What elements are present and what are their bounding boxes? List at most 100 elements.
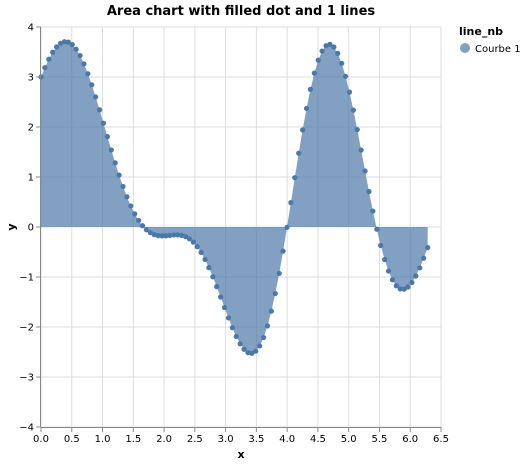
data-point (210, 274, 216, 280)
x-tick-label: 1.0 (95, 434, 111, 445)
data-point (182, 234, 189, 240)
y-tick-label: 4 (28, 23, 34, 34)
data-point (327, 41, 333, 48)
data-point (139, 223, 146, 229)
legend: line_nb Courbe 1 (459, 25, 521, 55)
y-tick-label: 3 (28, 73, 34, 84)
x-tick-label: 3.5 (248, 434, 264, 445)
data-point (100, 120, 107, 126)
data-point (190, 239, 196, 245)
x-tick-label: 5.5 (372, 434, 388, 445)
data-point (331, 44, 337, 50)
data-point (268, 308, 274, 314)
data-point (61, 39, 68, 45)
axes: 0.0 0.5 1.0 1.5 2.0 2.5 3.0 3.5 4.0 4.5 5.0 5.5 6.0 6… (19, 23, 449, 446)
data-point (159, 233, 165, 239)
area-fill (41, 41, 428, 354)
data-point (57, 40, 64, 46)
data-point (342, 73, 349, 79)
data-point (69, 42, 75, 48)
data-point (50, 49, 56, 55)
x-tick-label: 5.0 (341, 434, 357, 445)
data-point (96, 107, 103, 113)
data-point (147, 230, 153, 236)
data-point (218, 294, 224, 300)
data-point (186, 236, 192, 242)
chart-title: Area chart with filled dot and 1 lines (107, 4, 376, 19)
data-point (350, 107, 356, 113)
data-point (155, 233, 161, 239)
data-point (389, 277, 396, 283)
data-point (288, 200, 294, 206)
data-point (151, 232, 157, 238)
data-point (393, 283, 399, 289)
data-point (382, 256, 388, 263)
data-point (378, 242, 384, 249)
data-point (206, 265, 212, 271)
y-axis-title: y (5, 223, 18, 230)
data-point (124, 194, 130, 200)
data-point (46, 56, 52, 62)
x-tick-label: 3.0 (218, 434, 234, 445)
data-point (319, 48, 325, 54)
data-point (73, 46, 79, 52)
data-point (143, 227, 150, 233)
data-point (93, 94, 99, 100)
legend-symbol (460, 43, 470, 53)
data-point (65, 39, 71, 45)
data-point (167, 232, 173, 238)
data-point (108, 147, 114, 153)
data-point (346, 89, 353, 95)
data-point (284, 224, 290, 230)
data-point (54, 44, 60, 50)
data-point (374, 226, 380, 232)
data-point (221, 304, 228, 311)
data-point (296, 150, 302, 156)
data-point (292, 175, 298, 181)
data-point (354, 127, 360, 133)
data-point (136, 217, 142, 224)
data-point (413, 273, 419, 279)
data-point (194, 244, 200, 250)
data-point (171, 232, 177, 238)
data-point (214, 284, 220, 290)
data-point (241, 346, 247, 352)
x-axis-title: x (237, 448, 244, 461)
points-layer (38, 39, 431, 356)
data-point (253, 348, 259, 354)
data-point (77, 53, 83, 59)
data-point (249, 350, 255, 356)
data-point (397, 286, 403, 292)
x-tick-label: 4.5 (310, 434, 326, 445)
data-point (260, 334, 267, 341)
data-point (311, 70, 317, 76)
y-tick-label: −2 (19, 323, 34, 334)
data-point (163, 233, 169, 239)
area-layer (41, 41, 428, 354)
data-point (264, 323, 271, 329)
data-point (358, 147, 364, 153)
data-point (42, 65, 48, 71)
y-tick-label: −1 (19, 273, 34, 284)
legend-label: Courbe 1 (475, 44, 521, 55)
data-point (421, 255, 427, 261)
data-point (272, 290, 278, 297)
data-point (237, 341, 243, 347)
data-point (405, 284, 411, 290)
data-point (178, 232, 185, 238)
x-tick-label: 0.0 (33, 434, 49, 445)
x-tick-label: 0.5 (64, 434, 80, 445)
data-point (417, 265, 423, 271)
data-point (307, 86, 314, 92)
data-point (401, 286, 407, 292)
data-point (104, 134, 110, 140)
y-tick-label: 2 (28, 123, 34, 134)
x-tick-label: 1.5 (125, 434, 141, 445)
data-point (116, 172, 122, 178)
data-point (225, 315, 232, 321)
x-tick-label: 6.0 (402, 434, 418, 445)
data-point (335, 50, 341, 57)
data-point (385, 268, 392, 274)
data-point (128, 203, 134, 209)
data-point (303, 105, 310, 112)
